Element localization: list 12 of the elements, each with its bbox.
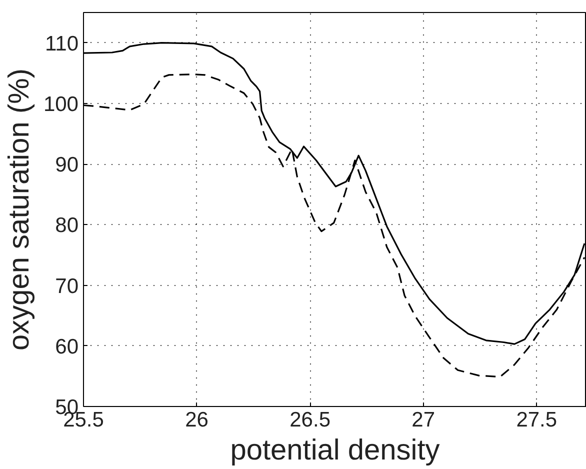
y-tick-label: 70 xyxy=(55,274,78,298)
y-tick-label: 90 xyxy=(55,154,78,177)
y-axis-title: oxygen saturation (%) xyxy=(3,68,36,351)
x-tick-label: 26 xyxy=(185,408,208,432)
x-tick-label: 26.5 xyxy=(290,408,331,432)
y-tick-label: 60 xyxy=(55,335,78,358)
y-tick-label: 100 xyxy=(43,92,79,116)
x-axis-title: potential density xyxy=(230,434,440,466)
x-tick-label: 27 xyxy=(412,408,436,432)
x-tick-label: 27.5 xyxy=(516,408,558,432)
y-tick-label: 110 xyxy=(45,32,79,56)
y-tick-label: 80 xyxy=(55,214,78,238)
